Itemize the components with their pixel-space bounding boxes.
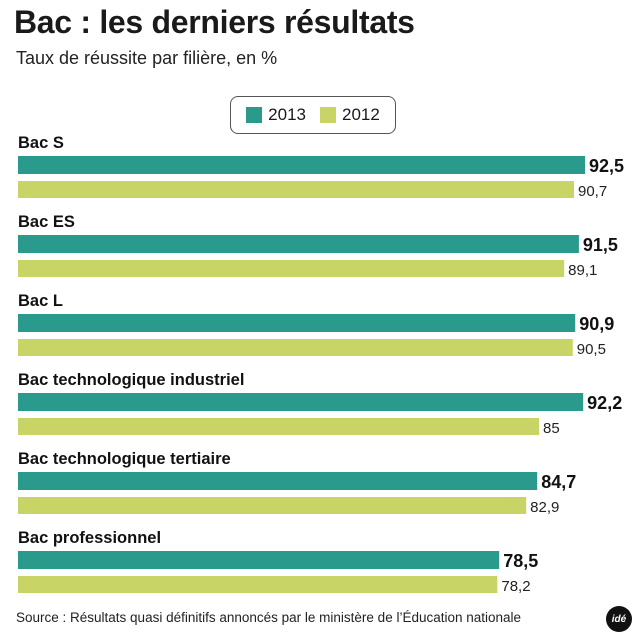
value-label-2012: 78,2: [501, 578, 530, 595]
chart-title: Bac : les derniers résultats: [14, 4, 415, 40]
bar-2012: [18, 497, 527, 514]
legend-label-2013: 2013: [268, 105, 306, 124]
legend: 2013 2012: [230, 96, 396, 134]
value-label-2013: 92,2: [587, 393, 622, 413]
value-label-2013: 84,7: [541, 472, 576, 492]
category-label: Bac technologique industriel: [18, 371, 244, 389]
value-label-2013: 92,5: [589, 156, 624, 176]
bar-2013: [18, 235, 579, 253]
value-label-2013: 91,5: [583, 235, 618, 255]
ide-logo: idé: [606, 606, 632, 632]
legend-swatch-2013: [246, 107, 263, 123]
legend-item-2013: 2013: [246, 105, 306, 125]
category-label: Bac S: [18, 134, 64, 152]
category-label: Bac technologique tertiaire: [18, 450, 231, 468]
bar-2013: [18, 156, 586, 174]
value-label-2012: 85: [543, 420, 560, 437]
bar-2012: [18, 260, 565, 277]
value-label-2013: 90,9: [579, 314, 614, 334]
legend-item-2012: 2012: [320, 105, 380, 125]
value-label-2012: 90,7: [578, 183, 607, 200]
bar-2012: [18, 339, 573, 356]
source-note: Source : Résultats quasi définitifs anno…: [16, 610, 522, 625]
bar-2012: [18, 181, 574, 198]
category-label: Bac professionnel: [18, 529, 161, 547]
bar-2012: [18, 576, 498, 593]
bar-2013: [18, 314, 576, 332]
bar-2013: [18, 472, 538, 490]
category-label: Bac ES: [18, 213, 75, 231]
legend-label-2012: 2012: [342, 105, 380, 124]
value-label-2012: 89,1: [568, 262, 597, 279]
bar-2013: [18, 393, 584, 411]
chart-subtitle: Taux de réussite par filière, en %: [16, 48, 278, 68]
value-label-2012: 90,5: [577, 341, 606, 358]
legend-swatch-2012: [320, 107, 336, 123]
value-label-2013: 78,5: [503, 551, 538, 571]
value-label-2012: 82,9: [530, 499, 559, 516]
category-label: Bac L: [18, 292, 63, 310]
bar-2013: [18, 551, 500, 569]
bar-2012: [18, 418, 540, 435]
